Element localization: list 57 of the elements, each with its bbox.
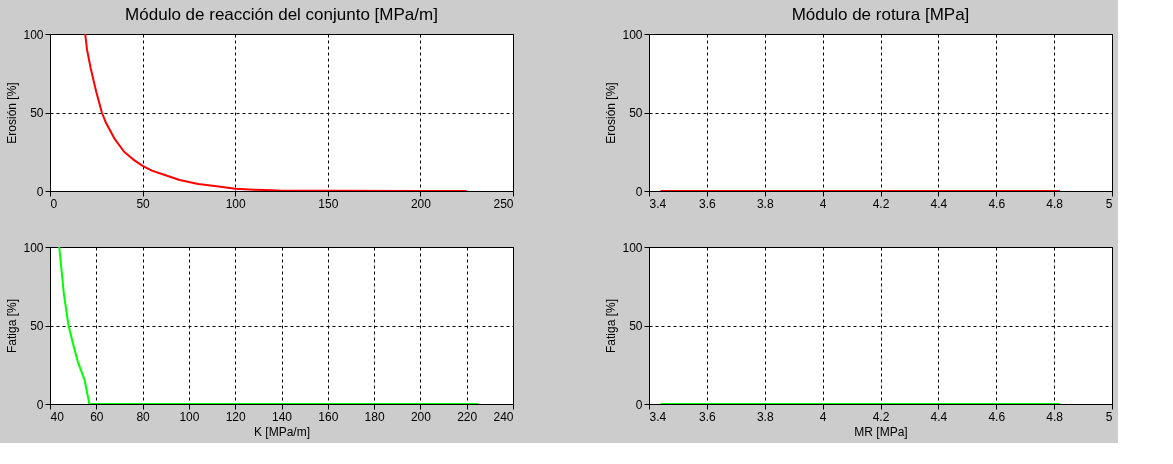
y-tick-label: 0 [36,184,44,199]
x-tick-label: 4.2 [872,196,890,211]
x-tick-label: 120 [225,409,247,424]
x-tick-label: 140 [271,409,293,424]
y-axis-title: Erosión [%] [604,82,619,144]
y-tick-label: 50 [629,319,643,333]
x-tick-label: 4.4 [930,196,948,211]
x-tick-label: 3.4 [649,196,667,211]
x-tick-label: 160 [318,409,339,424]
x-tick-label: 0 [50,196,58,211]
x-tick-label: 4.8 [1046,196,1064,211]
line-series [58,247,480,404]
x-tick-label: 4.2 [872,409,890,424]
chart-title: Módulo de reacción del conjunto [MPa/m] [125,5,438,24]
x-tick-label: 100 [225,196,247,211]
y-tick-label: 0 [635,397,643,412]
y-tick-label: 0 [635,184,643,199]
x-tick-label: 220 [457,409,478,424]
x-tick-label: 180 [364,409,385,424]
y-tick-label: 50 [30,106,44,120]
x-tick-label: 3.6 [699,196,717,211]
x-tick-label: 80 [136,409,151,424]
x-tick-label: 4.6 [988,409,1006,424]
y-tick-label: 100 [622,27,643,42]
x-tick-label: 200 [410,409,432,424]
line-series [84,34,468,191]
x-tick-label: 60 [90,409,104,424]
x-tick-label: 5 [1105,196,1113,211]
x-tick-label: 4 [819,409,827,424]
x-tick-label: 4.4 [930,409,948,424]
x-tick-label: 250 [493,196,514,211]
x-tick-label: 4.8 [1046,409,1064,424]
x-tick-label: 200 [410,196,432,211]
y-axis-title: Fatiga [%] [604,298,619,354]
y-axis-title: Erosión [%] [5,82,20,144]
x-tick-label: 40 [50,409,65,424]
x-axis-title: K [MPa/m] [253,424,311,439]
y-tick-label: 100 [23,240,44,255]
x-tick-label: 3.8 [756,196,774,211]
x-tick-label: 4.6 [988,196,1006,211]
chart-title: Módulo de rotura [MPa] [791,5,970,24]
y-tick-label: 100 [622,240,643,255]
x-tick-label: 3.4 [649,409,667,424]
y-tick-label: 100 [23,27,44,42]
x-axis-title: MR [MPa] [854,424,908,439]
x-tick-label: 5 [1105,409,1113,424]
y-tick-label: 50 [629,106,643,120]
x-tick-label: 150 [318,196,339,211]
x-tick-label: 3.8 [756,409,774,424]
y-tick-label: 50 [30,319,44,333]
x-tick-label: 100 [179,409,200,424]
y-tick-label: 0 [36,397,44,412]
x-tick-label: 3.6 [699,409,717,424]
x-tick-label: 50 [136,196,151,211]
x-tick-label: 240 [493,409,514,424]
y-axis-title: Fatiga [%] [5,298,20,354]
x-tick-label: 4 [819,196,827,211]
